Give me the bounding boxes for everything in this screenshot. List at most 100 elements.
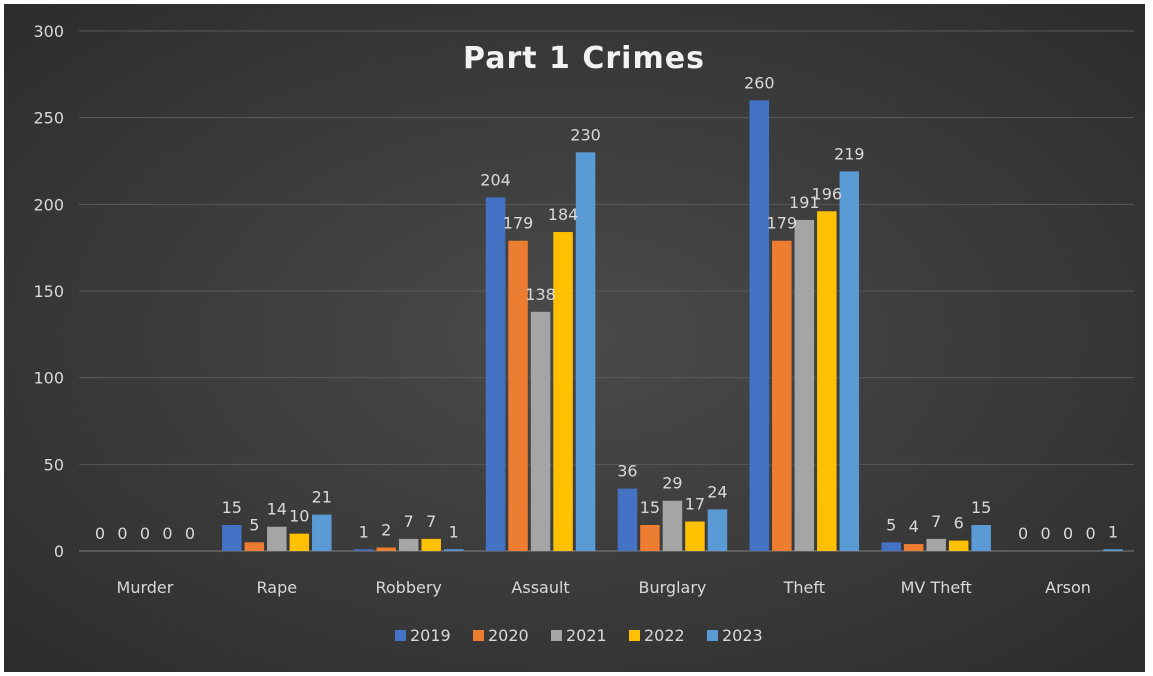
legend: 2019 2020 2021 2022 2023 (395, 626, 763, 645)
data-label: 14 (267, 500, 287, 519)
legend-label: 2019 (410, 626, 451, 645)
category-label: Assault (511, 578, 569, 597)
legend-label: 2020 (488, 626, 529, 645)
bar (245, 542, 265, 551)
data-label: 10 (289, 507, 309, 526)
data-label: 0 (117, 524, 127, 543)
legend-swatch (395, 630, 406, 641)
data-label: 0 (1085, 524, 1095, 543)
data-label: 15 (222, 498, 242, 517)
data-label: 6 (954, 514, 964, 533)
data-label: 1 (359, 522, 369, 541)
category-label: Burglary (639, 578, 707, 597)
data-label: 138 (525, 285, 556, 304)
y-tick-label: 50 (44, 455, 64, 474)
data-label: 0 (95, 524, 105, 543)
data-label: 7 (404, 512, 414, 531)
data-label: 7 (931, 512, 941, 531)
bar (576, 152, 596, 551)
y-tick-label: 200 (33, 195, 64, 214)
bar (795, 220, 815, 551)
data-label: 17 (685, 495, 705, 514)
x-axis: Murder Rape Robbery Assault Burglary Theft MV … (117, 578, 1091, 597)
data-label: 196 (812, 184, 843, 203)
bar (399, 539, 419, 551)
gridlines (79, 31, 1134, 551)
data-label: 21 (312, 488, 332, 507)
bar (817, 211, 837, 551)
legend-swatch (629, 630, 640, 641)
data-label: 1 (449, 522, 459, 541)
data-label: 7 (426, 512, 436, 531)
data-label: 4 (909, 517, 919, 536)
legend-swatch (707, 630, 718, 641)
data-label: 0 (1040, 524, 1050, 543)
data-label: 15 (971, 498, 991, 517)
bar (376, 548, 396, 551)
legend-label: 2021 (566, 626, 607, 645)
chart-area: 0 50 100 150 200 250 300 0 0 0 0 0 15 5 14 10 21 1 2 7 7 1 20… (4, 4, 1145, 672)
bar (222, 525, 242, 551)
bar (354, 549, 374, 551)
bar (618, 489, 638, 551)
bar (685, 522, 705, 551)
y-tick-label: 0 (54, 542, 64, 561)
bar (663, 501, 683, 551)
category-label: Theft (783, 578, 825, 597)
chart-title: Part 1 Crimes (463, 41, 705, 76)
bar (926, 539, 946, 551)
bar (486, 197, 506, 551)
y-axis: 0 50 100 150 200 250 300 (33, 22, 64, 561)
bar (750, 100, 770, 551)
y-tick-label: 300 (33, 22, 64, 41)
bar (1103, 549, 1123, 551)
data-label: 260 (744, 73, 775, 92)
data-label: 1 (1108, 522, 1118, 541)
bar (267, 527, 287, 551)
data-label: 179 (767, 214, 798, 233)
bar (553, 232, 573, 551)
data-label: 219 (834, 144, 865, 163)
data-label: 24 (707, 482, 727, 501)
bar (290, 534, 310, 551)
data-label: 179 (503, 214, 534, 233)
data-label: 204 (480, 170, 511, 189)
data-label: 15 (640, 498, 660, 517)
data-label: 29 (662, 474, 682, 493)
category-label: Rape (257, 578, 298, 597)
data-label: 5 (249, 515, 259, 534)
data-label: 0 (140, 524, 150, 543)
data-label: 0 (162, 524, 172, 543)
data-label: 36 (617, 462, 637, 481)
data-label: 184 (548, 205, 579, 224)
bar (531, 312, 551, 551)
bar (971, 525, 991, 551)
bar (640, 525, 660, 551)
legend-label: 2022 (644, 626, 685, 645)
bar (312, 515, 332, 551)
category-label: MV Theft (901, 578, 972, 597)
bar (904, 544, 924, 551)
bar (840, 171, 860, 551)
category-label: Murder (117, 578, 174, 597)
category-label: Arson (1045, 578, 1091, 597)
y-tick-label: 100 (33, 369, 64, 388)
legend-swatch (473, 630, 484, 641)
bar (444, 549, 464, 551)
data-label: 0 (1063, 524, 1073, 543)
legend-label: 2023 (722, 626, 763, 645)
y-tick-label: 150 (33, 282, 64, 301)
y-tick-label: 250 (33, 109, 64, 128)
bar (772, 241, 792, 551)
category-label: Robbery (375, 578, 441, 597)
bar (708, 509, 728, 551)
data-label: 230 (570, 125, 601, 144)
bar (881, 542, 901, 551)
bar (949, 541, 969, 551)
data-label: 2 (381, 521, 391, 540)
legend-swatch (551, 630, 562, 641)
data-label: 5 (886, 515, 896, 534)
data-label: 0 (185, 524, 195, 543)
